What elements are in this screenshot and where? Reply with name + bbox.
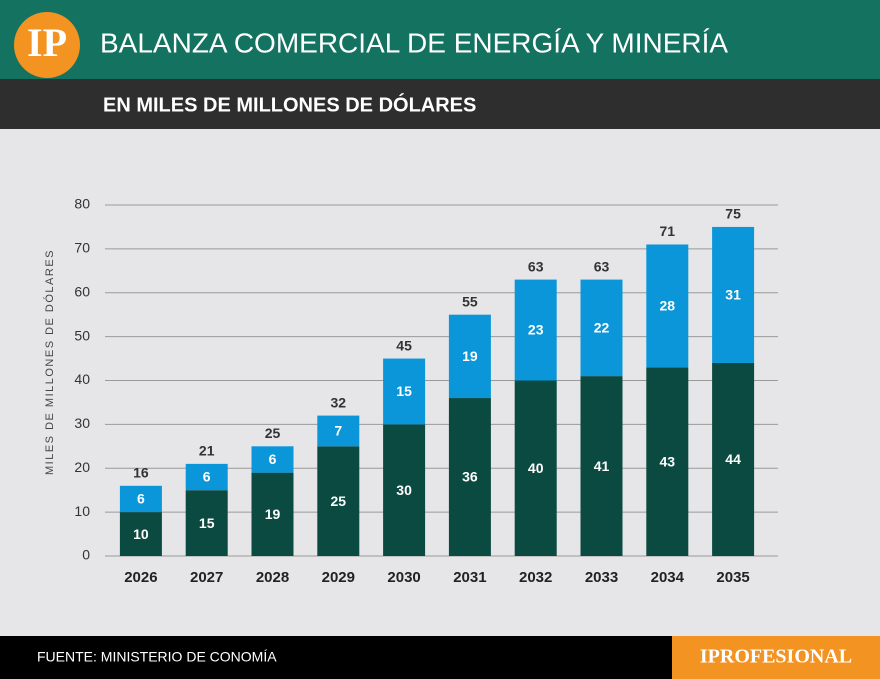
value-label: 19 — [462, 348, 478, 364]
value-label: 36 — [462, 469, 478, 485]
total-label: 25 — [265, 425, 281, 441]
logo: IP — [27, 20, 67, 65]
logo-circle — [14, 12, 80, 78]
y-tick-label: 60 — [74, 283, 90, 299]
value-label: 23 — [528, 322, 544, 338]
y-tick-label: 80 — [74, 196, 90, 212]
value-label: 40 — [528, 460, 544, 476]
bar-segment — [251, 472, 294, 556]
value-label: 30 — [396, 482, 412, 498]
y-axis-label: MILES DE MILLONES DE DÓLARES — [43, 249, 56, 475]
bar-segment — [646, 244, 689, 368]
value-label: 10 — [133, 526, 149, 542]
bar-segment — [514, 279, 557, 381]
bar-segment — [448, 398, 491, 556]
x-tick-label: 2030 — [387, 569, 420, 586]
y-tick-label: 30 — [74, 415, 90, 431]
bar-segment — [646, 367, 689, 556]
value-label: 19 — [265, 506, 281, 522]
chart-title: BALANZA COMERCIAL DE ENERGÍA Y MINERÍA — [100, 27, 728, 58]
bar-segment — [448, 314, 491, 399]
brand-box — [672, 636, 880, 679]
bar-segment — [712, 362, 755, 556]
total-label: 63 — [528, 258, 544, 274]
y-tick-label: 40 — [74, 371, 90, 387]
value-label: 44 — [725, 451, 741, 467]
x-tick-label: 2034 — [651, 569, 685, 586]
value-label: 15 — [199, 515, 215, 531]
brand: IPROFESIONAL — [700, 646, 852, 668]
total-label: 32 — [331, 394, 347, 410]
plot: 0102030405060708020261061620271562120281… — [74, 196, 778, 586]
total-label: 63 — [594, 258, 610, 274]
x-tick-label: 2029 — [322, 569, 355, 586]
total-label: 16 — [133, 465, 149, 481]
value-label: 28 — [660, 298, 676, 314]
bar-segment — [383, 358, 426, 425]
total-label: 55 — [462, 293, 478, 309]
total-label: 45 — [396, 337, 412, 353]
bar-segment — [185, 490, 228, 556]
bar-segment — [514, 380, 557, 556]
header-bar — [0, 0, 880, 79]
bar-segment — [119, 485, 162, 513]
bar-segment — [383, 424, 426, 556]
value-label: 15 — [396, 383, 412, 399]
x-tick-label: 2027 — [190, 569, 223, 586]
value-label: 41 — [594, 458, 610, 474]
y-tick-label: 10 — [74, 503, 90, 519]
bar-segment — [580, 376, 623, 556]
x-tick-label: 2026 — [124, 569, 157, 586]
value-label: 31 — [725, 287, 741, 303]
y-tick-label: 70 — [74, 240, 90, 256]
value-label: 6 — [203, 469, 211, 485]
y-tick-label: 50 — [74, 327, 90, 343]
x-tick-label: 2032 — [519, 569, 552, 586]
y-tick-label: 20 — [74, 459, 90, 475]
total-label: 71 — [660, 223, 676, 239]
bar-segment — [185, 463, 228, 491]
bar-segment — [712, 226, 755, 363]
x-tick-label: 2028 — [256, 569, 289, 586]
x-tick-label: 2033 — [585, 569, 618, 586]
value-label: 22 — [594, 320, 610, 336]
source: FUENTE: MINISTERIO DE CONOMÍA — [37, 649, 277, 665]
bar-segment — [119, 512, 162, 556]
value-label: 6 — [137, 491, 145, 507]
value-label: 7 — [334, 423, 342, 439]
total-label: 21 — [199, 443, 215, 459]
bar-segment — [317, 415, 360, 447]
x-tick-label: 2035 — [716, 569, 749, 586]
y-tick-label: 0 — [82, 547, 90, 563]
chart-subtitle: EN MILES DE MILLONES DE DÓLARES — [103, 92, 476, 116]
value-label: 25 — [331, 493, 347, 509]
bar-segment — [251, 446, 294, 473]
subtitle-bar — [0, 79, 880, 129]
value-label: 6 — [269, 451, 277, 467]
x-tick-label: 2031 — [453, 569, 486, 586]
bar-segment — [317, 446, 360, 556]
bar-segment — [580, 279, 623, 377]
value-label: 43 — [660, 453, 676, 469]
total-label: 75 — [725, 206, 741, 222]
